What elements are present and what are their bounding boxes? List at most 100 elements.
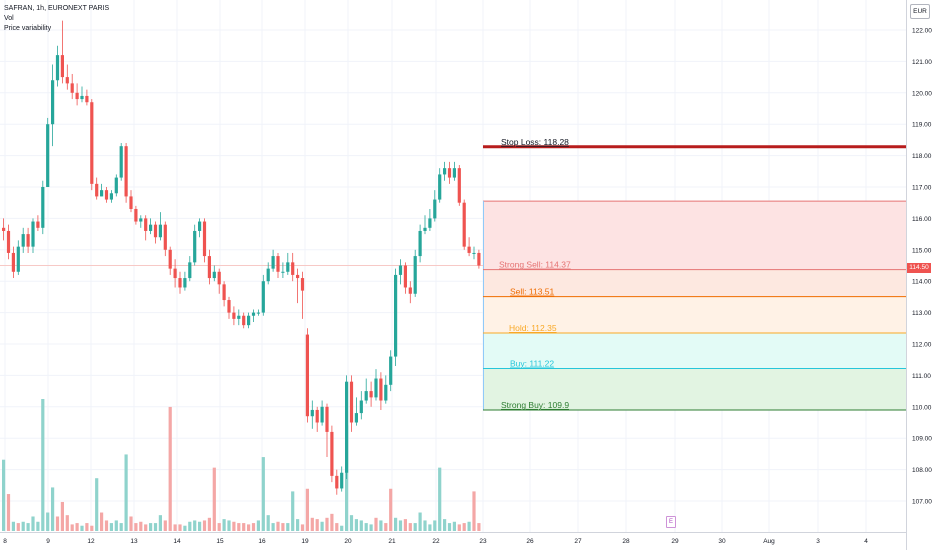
candle-body	[389, 356, 393, 385]
volume-bar	[428, 524, 432, 531]
candle-body	[139, 218, 143, 222]
volume-bar	[46, 512, 50, 531]
candle-body	[369, 391, 373, 398]
candle-body	[153, 224, 158, 238]
volume-bar	[349, 515, 354, 531]
y-tick-label: 114.00	[912, 279, 932, 286]
volume-bar	[467, 521, 471, 531]
variability-zones	[483, 200, 906, 410]
volume-indicator-label[interactable]: Vol	[4, 15, 14, 22]
volume-bar	[21, 521, 25, 531]
candle-body	[70, 83, 74, 93]
price-variability-indicator-label[interactable]: Price variability	[4, 25, 52, 32]
volume-bar	[134, 523, 138, 531]
volume-bar	[394, 517, 398, 531]
volume-bar	[149, 523, 153, 531]
level-label: Buy: 111.22	[510, 358, 554, 368]
candle-body	[90, 102, 94, 184]
candle-body	[271, 256, 275, 269]
candle-body	[423, 227, 427, 231]
candle-body	[261, 281, 265, 313]
volume-bar	[237, 523, 241, 531]
volume-bar	[183, 525, 187, 531]
volume-bar	[36, 521, 40, 531]
volume-bar	[462, 523, 466, 531]
candle-body	[178, 278, 182, 288]
candle-body	[286, 262, 290, 272]
candle-body	[80, 95, 84, 100]
candle-body	[55, 55, 60, 81]
candle-body	[443, 168, 447, 175]
volume-bar	[168, 406, 172, 531]
volume-bar	[300, 524, 305, 531]
y-tick-label: 113.00	[912, 310, 932, 317]
candle-body	[310, 409, 314, 417]
candle-body	[144, 218, 148, 231]
volume-bar	[232, 521, 236, 531]
volume-bar	[374, 517, 378, 531]
volume-bar	[359, 520, 363, 531]
y-tick-label: 119.00	[912, 122, 932, 129]
candle-body	[354, 413, 358, 423]
volume-bar	[153, 523, 158, 531]
candlesticks	[2, 20, 481, 495]
volume-bar	[188, 521, 192, 531]
x-tick-label: 21	[388, 538, 396, 545]
candle-body	[433, 199, 437, 219]
candle-body	[65, 77, 69, 84]
candle-body	[320, 406, 324, 423]
candle-body	[46, 124, 50, 187]
y-tick-label: 112.00	[912, 342, 932, 349]
volume-bar	[305, 488, 309, 531]
candle-body	[467, 246, 471, 253]
volume-bar	[310, 517, 314, 531]
candle-body	[408, 287, 412, 294]
candle-body	[232, 312, 236, 319]
candle-body	[403, 265, 407, 288]
candle-body	[173, 268, 177, 279]
level-label: Stop Loss: 118.28	[501, 137, 569, 147]
symbol-title[interactable]: SAFRAN, 1h, EURONEXT PARIS	[4, 5, 110, 12]
candle-body	[41, 187, 45, 228]
volume-bar	[75, 523, 79, 531]
currency-badge[interactable]: EUR	[910, 4, 930, 19]
volume-bar	[227, 520, 231, 531]
candle-body	[2, 227, 6, 231]
variability-zone	[483, 368, 906, 410]
volume-bar	[55, 516, 60, 531]
candle-body	[325, 406, 329, 432]
level-label: Hold: 112.35	[509, 323, 557, 333]
volume-bar	[266, 515, 270, 531]
candle-body	[222, 284, 226, 301]
volume-bar	[389, 488, 393, 531]
volume-bar	[256, 520, 260, 531]
candle-body	[296, 274, 300, 279]
volume-bar	[217, 523, 221, 531]
candle-body	[349, 381, 354, 423]
level-label: Sell: 113.51	[510, 287, 555, 297]
y-tick-label: 108.00	[912, 467, 932, 474]
candle-body	[305, 334, 309, 417]
volume-bar	[384, 523, 388, 531]
candle-body	[158, 224, 162, 238]
volume-bar	[163, 520, 167, 531]
candle-body	[60, 55, 64, 78]
volume-bar	[114, 520, 118, 531]
volume-bar	[423, 520, 427, 531]
earnings-event-marker[interactable]: E	[666, 516, 676, 528]
x-tick-label: 15	[216, 538, 224, 545]
volume-bar	[276, 521, 280, 531]
volume-bar	[222, 519, 226, 531]
candle-body	[384, 384, 388, 401]
candle-body	[291, 262, 295, 275]
candle-body	[266, 268, 270, 282]
candle-body	[330, 431, 334, 476]
volume-bar	[261, 457, 265, 531]
candle-body	[202, 221, 207, 257]
volume-bar	[198, 521, 202, 531]
volume-bar	[281, 523, 285, 531]
candle-body	[276, 256, 280, 272]
x-tick-label: 9	[46, 538, 50, 545]
candle-body	[256, 312, 260, 314]
